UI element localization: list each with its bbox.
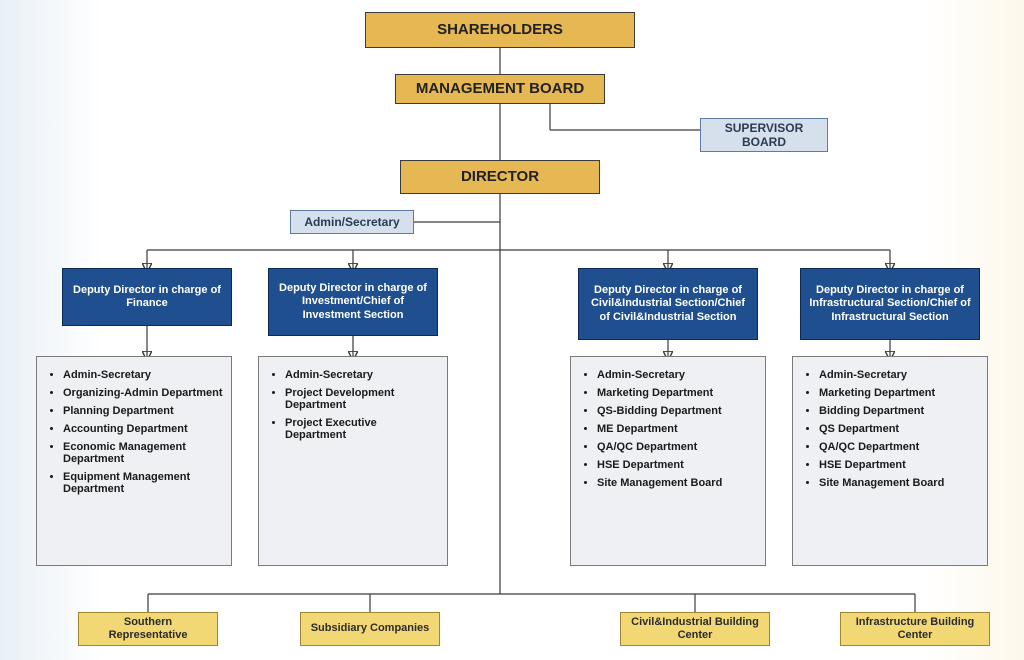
list-item: Project Development Department (285, 387, 439, 411)
list-item: Admin-Secretary (285, 369, 439, 381)
list-item: Accounting Department (63, 423, 223, 435)
list-item: Marketing Department (597, 387, 757, 399)
node-management-board: MANAGEMENT BOARD (395, 74, 605, 104)
list: Admin-Secretary Marketing Department QS-Bi… (579, 369, 757, 489)
label: Civil&Industrial Building Center (627, 616, 763, 642)
node-subsidiary-companies: Subsidiary Companies (300, 612, 440, 646)
list-item: Site Management Board (819, 477, 979, 489)
list-item: Project Executive Department (285, 417, 439, 441)
label: Admin/Secretary (304, 215, 399, 229)
list-item: QA/QC Department (597, 441, 757, 453)
list: Admin-Secretary Organizing-Admin Departme… (45, 369, 223, 495)
list-item: Admin-Secretary (63, 369, 223, 381)
label: Deputy Director in charge of Finance (69, 284, 225, 310)
list-item: Economic Management Department (63, 441, 223, 465)
label: Infrastructure Building Center (847, 616, 983, 642)
node-infrastructure-building-center: Infrastructure Building Center (840, 612, 990, 646)
node-director: DIRECTOR (400, 160, 600, 194)
label: SUPERVISOR BOARD (707, 121, 821, 150)
list-item: QA/QC Department (819, 441, 979, 453)
label: Subsidiary Companies (311, 622, 430, 635)
node-supervisor-board: SUPERVISOR BOARD (700, 118, 828, 152)
list-item: Admin-Secretary (597, 369, 757, 381)
node-southern-representative: Southern Representative (78, 612, 218, 646)
list-item: Organizing-Admin Department (63, 387, 223, 399)
list: Admin-Secretary Marketing Department Biddi… (801, 369, 979, 489)
list-item: QS Department (819, 423, 979, 435)
list-item: QS-Bidding Department (597, 405, 757, 417)
label: Deputy Director in charge of Infrastruct… (807, 284, 973, 324)
label: Deputy Director in charge of Civil&Indus… (585, 284, 751, 324)
node-shareholders: SHAREHOLDERS (365, 12, 635, 48)
node-civil-building-center: Civil&Industrial Building Center (620, 612, 770, 646)
label: DIRECTOR (461, 168, 539, 186)
list-item: Marketing Department (819, 387, 979, 399)
dept-list-finance: Admin-Secretary Organizing-Admin Departme… (36, 356, 232, 566)
dept-list-infrastructure: Admin-Secretary Marketing Department Biddi… (792, 356, 988, 566)
node-dd-infrastructure: Deputy Director in charge of Infrastruct… (800, 268, 980, 340)
dept-list-civil: Admin-Secretary Marketing Department QS-Bi… (570, 356, 766, 566)
list-item: Site Management Board (597, 477, 757, 489)
list-item: Admin-Secretary (819, 369, 979, 381)
list-item: HSE Department (597, 459, 757, 471)
list-item: HSE Department (819, 459, 979, 471)
list-item: Equipment Management Department (63, 471, 223, 495)
list: Admin-Secretary Project Development Depar… (267, 369, 439, 441)
node-admin-secretary: Admin/Secretary (290, 210, 414, 234)
list-item: Bidding Department (819, 405, 979, 417)
node-dd-investment: Deputy Director in charge of Investment/… (268, 268, 438, 336)
list-item: ME Department (597, 423, 757, 435)
label: Southern Representative (85, 616, 211, 642)
node-dd-civil: Deputy Director in charge of Civil&Indus… (578, 268, 758, 340)
label: Deputy Director in charge of Investment/… (275, 282, 431, 322)
label: MANAGEMENT BOARD (416, 80, 584, 98)
label: SHAREHOLDERS (437, 21, 563, 39)
list-item: Planning Department (63, 405, 223, 417)
dept-list-investment: Admin-Secretary Project Development Depar… (258, 356, 448, 566)
node-dd-finance: Deputy Director in charge of Finance (62, 268, 232, 326)
